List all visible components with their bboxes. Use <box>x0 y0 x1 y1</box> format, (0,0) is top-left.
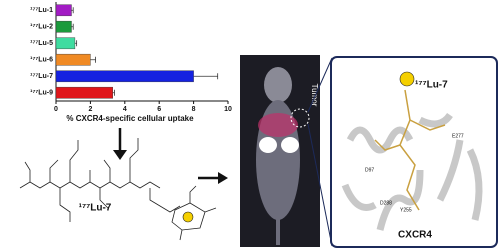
error-bar <box>74 40 78 47</box>
x-tick-label: 6 <box>157 106 161 113</box>
error-bar <box>90 56 96 63</box>
bar <box>55 86 113 99</box>
x-tick-label: 0 <box>54 106 58 113</box>
bar <box>55 53 91 66</box>
error-bar <box>112 89 115 96</box>
ligand-sketch <box>374 89 446 211</box>
structure-panel <box>330 56 498 248</box>
error-bar <box>193 73 219 80</box>
residue-label: D288 <box>380 200 392 206</box>
error-bar <box>71 23 74 30</box>
protein-label: CXCR4 <box>398 230 432 241</box>
bar <box>55 37 76 50</box>
zoom-line <box>307 123 333 247</box>
error-bar <box>71 7 74 14</box>
residue-label: D97 <box>365 167 374 173</box>
molecule-label: ¹⁷⁷Lu-7 <box>79 203 112 214</box>
radio-icon <box>399 71 415 87</box>
y-tick-label: ¹⁷⁷Lu-2 <box>30 24 53 31</box>
molecule-sketch <box>19 138 217 241</box>
y-tick-label: ¹⁷⁷Lu-1 <box>30 7 53 14</box>
tumor-circle <box>290 108 310 128</box>
bar <box>55 4 72 17</box>
bar <box>55 20 72 33</box>
x-axis-label: % CXCR4-specific cellular uptake <box>66 114 194 123</box>
y-tick-label: ¹⁷⁷Lu-7 <box>30 73 53 80</box>
y-tick-label: ¹⁷⁷Lu-9 <box>30 90 53 97</box>
x-tick-label: 10 <box>224 106 232 113</box>
y-tick-label: ¹⁷⁷Lu-5 <box>30 40 53 47</box>
y-tick-label: ¹⁷⁷Lu-6 <box>30 57 53 64</box>
bar-chart: 0 2 4 6 8 10 ¹⁷⁷Lu-1 ¹⁷⁷Lu-2 ¹⁷⁷Lu-5 ¹⁷⁷Lu-6 ¹⁷⁷Lu… <box>30 2 232 113</box>
x-tick-label: 4 <box>123 106 127 113</box>
bar <box>55 70 194 83</box>
x-tick-label: 2 <box>88 106 92 113</box>
arrows <box>113 128 228 184</box>
ligand-label: ¹⁷⁷Lu-7 <box>415 80 448 91</box>
mouse-sketch <box>256 67 300 245</box>
x-tick-label: 8 <box>192 106 196 113</box>
protein-sketch <box>341 112 483 231</box>
residue-label: Y255 <box>400 207 412 213</box>
tumor-label: Tumor <box>310 84 319 107</box>
residue-label: E277 <box>452 133 464 139</box>
radio-icon <box>182 211 194 223</box>
zoom-line <box>307 57 333 113</box>
